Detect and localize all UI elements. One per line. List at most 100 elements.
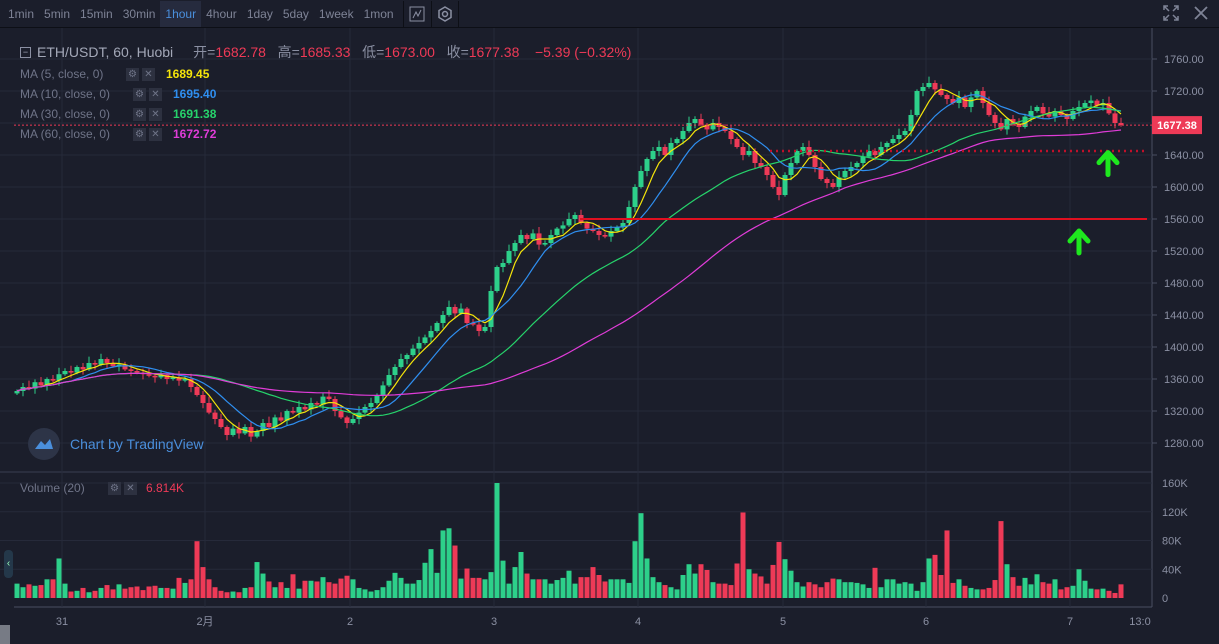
ma-remove-button[interactable]: ✕ bbox=[149, 107, 162, 121]
volume-bar bbox=[422, 562, 428, 598]
ma-remove-button[interactable]: ✕ bbox=[149, 127, 162, 141]
price-tick-label: 1760.00 bbox=[1164, 54, 1204, 66]
ma-settings-button[interactable]: ⚙ bbox=[133, 127, 146, 141]
ma-value: 1695.40 bbox=[173, 87, 217, 101]
candle-body bbox=[566, 219, 572, 226]
candle-body bbox=[74, 367, 80, 373]
volume-bar bbox=[866, 587, 872, 598]
fullscreen-icon[interactable] bbox=[1163, 4, 1179, 24]
indicator-icon[interactable] bbox=[402, 0, 431, 27]
price-tick-label: 1640.00 bbox=[1164, 150, 1204, 162]
price-tick-label: 1280.00 bbox=[1164, 438, 1204, 450]
ma-remove-button[interactable]: ✕ bbox=[149, 87, 162, 101]
volume-settings-button[interactable]: ⚙ bbox=[108, 481, 121, 495]
collapse-sidebar-button[interactable]: ‹ bbox=[4, 550, 13, 578]
candle-body bbox=[110, 363, 116, 367]
settings-hex-icon[interactable] bbox=[430, 0, 459, 27]
candle-body bbox=[794, 151, 800, 163]
volume-bar bbox=[566, 570, 572, 598]
candle-body bbox=[824, 179, 830, 183]
candle-body bbox=[710, 123, 716, 130]
timeframe-1day[interactable]: 1day bbox=[246, 6, 273, 21]
candle-body bbox=[50, 379, 56, 381]
candle-body bbox=[458, 308, 464, 314]
volume-bar bbox=[302, 580, 308, 598]
volume-bar bbox=[1004, 564, 1010, 598]
volume-bar bbox=[1094, 589, 1100, 598]
volume-bar bbox=[122, 588, 128, 598]
candle-body bbox=[926, 83, 932, 87]
volume-bar bbox=[524, 573, 530, 598]
volume-bar bbox=[56, 558, 62, 598]
volume-remove-button[interactable]: ✕ bbox=[124, 481, 137, 495]
volume-bar bbox=[824, 582, 830, 598]
candle-body bbox=[542, 243, 548, 245]
volume-bar bbox=[452, 545, 458, 598]
volume-bar bbox=[1010, 577, 1016, 598]
timeframe-1hour[interactable]: 1hour bbox=[160, 0, 202, 27]
candle-body bbox=[254, 431, 260, 437]
candle-body bbox=[500, 263, 506, 267]
candle-body bbox=[182, 379, 188, 381]
volume-bar bbox=[74, 590, 80, 598]
volume-bar bbox=[368, 591, 374, 598]
candle-body bbox=[392, 367, 398, 375]
candle-body bbox=[278, 417, 284, 421]
volume-bar bbox=[842, 582, 848, 598]
timeframe-5day[interactable]: 5day bbox=[282, 6, 309, 21]
candle-body bbox=[1082, 103, 1088, 107]
time-tick-label: 2月 bbox=[196, 616, 213, 628]
scroll-handle[interactable] bbox=[0, 625, 10, 644]
collapse-icon[interactable]: − bbox=[20, 46, 31, 58]
volume-bar bbox=[626, 582, 632, 598]
volume-bar bbox=[812, 584, 818, 598]
candle-body bbox=[938, 89, 944, 95]
candle-body bbox=[1004, 119, 1010, 130]
time-tick-label: 6 bbox=[923, 616, 929, 628]
volume-bar bbox=[980, 589, 986, 598]
candle-body bbox=[380, 385, 386, 395]
ma-settings-button[interactable]: ⚙ bbox=[133, 87, 146, 101]
candle-body bbox=[614, 227, 620, 231]
candle-body bbox=[962, 97, 968, 107]
volume-bar bbox=[1016, 585, 1022, 598]
volume-bar bbox=[578, 577, 584, 598]
candle-body bbox=[686, 123, 692, 131]
candle-body bbox=[350, 419, 356, 423]
ma-settings-button[interactable]: ⚙ bbox=[133, 107, 146, 121]
candle-body bbox=[908, 115, 914, 131]
candle-body bbox=[476, 324, 482, 331]
ma-settings-button[interactable]: ⚙ bbox=[126, 67, 139, 81]
timeframe-5min[interactable]: 5min bbox=[44, 6, 71, 21]
candle-body bbox=[656, 147, 662, 151]
candle-body bbox=[1088, 100, 1094, 103]
tradingview-watermark[interactable]: Chart by TradingView bbox=[28, 428, 204, 460]
time-tick-label: 31 bbox=[56, 616, 68, 628]
ma-value: 1672.72 bbox=[173, 127, 217, 141]
timeframe-1week[interactable]: 1week bbox=[318, 6, 354, 21]
volume-bar bbox=[1052, 579, 1058, 598]
timeframe-1min[interactable]: 1min bbox=[8, 6, 35, 21]
volume-bar bbox=[764, 583, 770, 598]
candle-body bbox=[434, 323, 440, 331]
candle-body bbox=[986, 103, 992, 115]
timeframe-4hour[interactable]: 4hour bbox=[206, 6, 237, 21]
close-icon[interactable] bbox=[1193, 5, 1209, 24]
candle-body bbox=[896, 135, 902, 139]
time-tick-label: 5 bbox=[780, 616, 786, 628]
candle-body bbox=[524, 235, 530, 239]
timeframe-15min[interactable]: 15min bbox=[80, 6, 113, 21]
timeframe-1mon[interactable]: 1mon bbox=[363, 6, 394, 21]
green-arrow-up-icon bbox=[1096, 150, 1120, 178]
volume-bar bbox=[356, 587, 362, 598]
volume-bar bbox=[992, 580, 998, 598]
candles bbox=[14, 76, 1124, 598]
ma-remove-button[interactable]: ✕ bbox=[142, 67, 155, 81]
volume-bar bbox=[548, 583, 554, 598]
volume-bar bbox=[224, 592, 230, 598]
ma5-line bbox=[16, 88, 1122, 433]
volume-bar bbox=[272, 587, 278, 598]
volume-bar bbox=[596, 575, 602, 598]
timeframe-30min[interactable]: 30min bbox=[122, 6, 156, 21]
